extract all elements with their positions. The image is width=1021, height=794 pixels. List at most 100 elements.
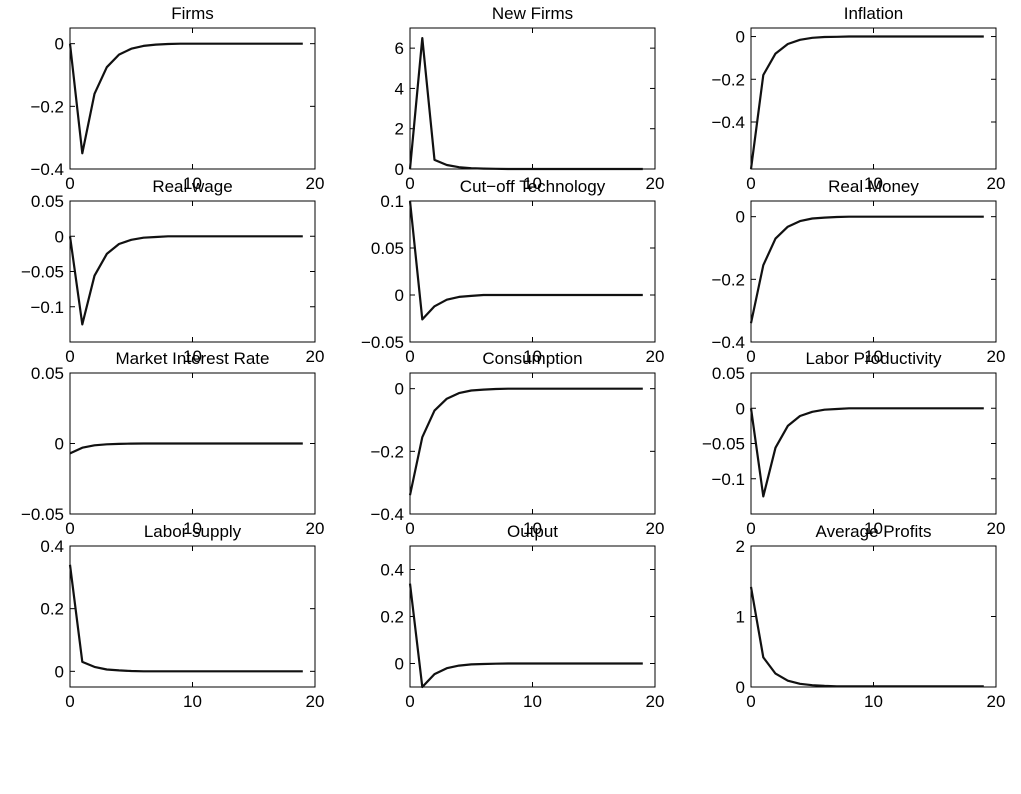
y-tick-label: 0 xyxy=(55,35,64,54)
x-tick-label: 0 xyxy=(65,519,74,538)
panel-title: New Firms xyxy=(492,4,573,23)
plot-area xyxy=(750,27,997,170)
y-tick-label: 0.05 xyxy=(712,364,745,383)
series-line-output xyxy=(408,583,643,689)
y-tick-label: 0.05 xyxy=(371,239,404,258)
x-tick-label: 20 xyxy=(646,692,665,711)
panel-new-firms: New Firms 0 2 4 6 0 10 20 xyxy=(395,4,665,193)
x-tick-label: 10 xyxy=(864,692,883,711)
x-tick-label: 0 xyxy=(405,347,414,366)
y-tick-label: 0 xyxy=(55,662,64,681)
y-tick-label: −0.2 xyxy=(370,442,404,461)
plot-area xyxy=(69,200,316,343)
x-tick-label: 10 xyxy=(864,519,883,538)
panel-output: Output 0 0.2 0.4 0 10 20 xyxy=(380,522,664,711)
plot-area xyxy=(69,27,316,170)
y-tick-label: 0.05 xyxy=(31,192,64,211)
y-tick-label: −0.05 xyxy=(361,333,404,352)
series-line-market-interest-rate xyxy=(69,442,303,455)
panel-title: Labor supply xyxy=(144,522,242,541)
y-tick-label: 0 xyxy=(736,399,745,418)
x-tick-label: 10 xyxy=(523,692,542,711)
y-tick-label: 0 xyxy=(736,678,745,697)
series-line-real-wage xyxy=(68,235,303,326)
y-tick-label: −0.4 xyxy=(711,113,745,132)
x-tick-label: 20 xyxy=(987,692,1006,711)
x-tick-label: 10 xyxy=(523,347,542,366)
series-line-real-money xyxy=(749,215,984,324)
series-line-labor-supply xyxy=(68,564,303,673)
y-tick-label: 0.2 xyxy=(40,600,64,619)
y-tick-label: 0.1 xyxy=(380,192,404,211)
y-tick-label: 0 xyxy=(736,28,745,47)
plot-area xyxy=(750,372,997,515)
series-line-inflation xyxy=(749,35,984,170)
x-tick-label: 0 xyxy=(405,174,414,193)
y-tick-label: 0.2 xyxy=(380,608,404,627)
series-line-firms xyxy=(68,42,303,155)
panel-title: Firms xyxy=(171,4,213,23)
x-tick-label: 20 xyxy=(306,174,325,193)
x-tick-label: 10 xyxy=(523,174,542,193)
x-tick-label: 10 xyxy=(183,347,202,366)
panel-title: Cut−off Technology xyxy=(460,177,606,196)
plot-area xyxy=(409,372,656,515)
y-tick-label: −0.2 xyxy=(711,270,745,289)
x-tick-label: 10 xyxy=(183,692,202,711)
panel-title: Inflation xyxy=(844,4,904,23)
y-tick-label: 0 xyxy=(55,227,64,246)
y-tick-label: 0 xyxy=(736,208,745,227)
y-tick-label: 6 xyxy=(395,39,404,58)
panel-labor-productivity: Labor Productivity −0.1 −0.05 0 0.05 0 10 20 xyxy=(702,349,1005,538)
y-tick-label: 0.4 xyxy=(40,537,64,556)
y-tick-label: −0.05 xyxy=(21,263,64,282)
x-tick-label: 20 xyxy=(306,347,325,366)
y-tick-label: 0.4 xyxy=(380,561,404,580)
y-tick-label: −0.05 xyxy=(702,435,745,454)
plot-area xyxy=(750,545,997,688)
y-tick-label: −0.4 xyxy=(30,160,64,179)
plot-area xyxy=(409,27,656,170)
x-tick-label: 0 xyxy=(746,692,755,711)
plot-area xyxy=(409,545,656,688)
x-tick-label: 20 xyxy=(306,519,325,538)
y-tick-label: −0.1 xyxy=(711,470,745,489)
series-line-cut-off-technology xyxy=(408,200,643,321)
y-tick-label: −0.2 xyxy=(30,97,64,116)
x-tick-label: 20 xyxy=(306,692,325,711)
x-tick-label: 10 xyxy=(183,174,202,193)
x-tick-label: 20 xyxy=(646,174,665,193)
plot-area xyxy=(69,545,316,688)
y-tick-label: 2 xyxy=(395,120,404,139)
x-tick-label: 10 xyxy=(864,174,883,193)
y-tick-label: 0.05 xyxy=(31,364,64,383)
panel-title: Labor Productivity xyxy=(805,349,942,368)
y-tick-label: −0.4 xyxy=(370,505,404,524)
x-tick-label: 10 xyxy=(183,519,202,538)
y-tick-label: 2 xyxy=(736,537,745,556)
x-tick-label: 20 xyxy=(646,347,665,366)
x-tick-label: 20 xyxy=(987,347,1006,366)
y-tick-label: 0 xyxy=(395,286,404,305)
x-tick-label: 20 xyxy=(987,519,1006,538)
x-tick-label: 0 xyxy=(746,519,755,538)
panel-firms: Firms −0.4 −0.2 0 0 10 20 xyxy=(30,4,324,193)
y-tick-label: 0 xyxy=(55,435,64,454)
y-tick-label: 0 xyxy=(395,380,404,399)
plot-area xyxy=(750,200,997,343)
x-tick-label: 0 xyxy=(65,692,74,711)
x-tick-label: 0 xyxy=(746,174,755,193)
panel-title: Real wage xyxy=(152,177,232,196)
panel-inflation: Inflation −0.4 −0.2 0 0 10 20 xyxy=(711,4,1005,193)
panel-real-money: Real Money−0.4−0.200 10 20 xyxy=(711,177,1005,366)
panel-title: Output xyxy=(507,522,558,541)
x-tick-label: 0 xyxy=(405,692,414,711)
x-tick-label: 0 xyxy=(65,347,74,366)
series-line-consumption xyxy=(408,387,643,496)
panel-consumption: Consumption−0.4−0.200 10 20 xyxy=(370,349,664,538)
